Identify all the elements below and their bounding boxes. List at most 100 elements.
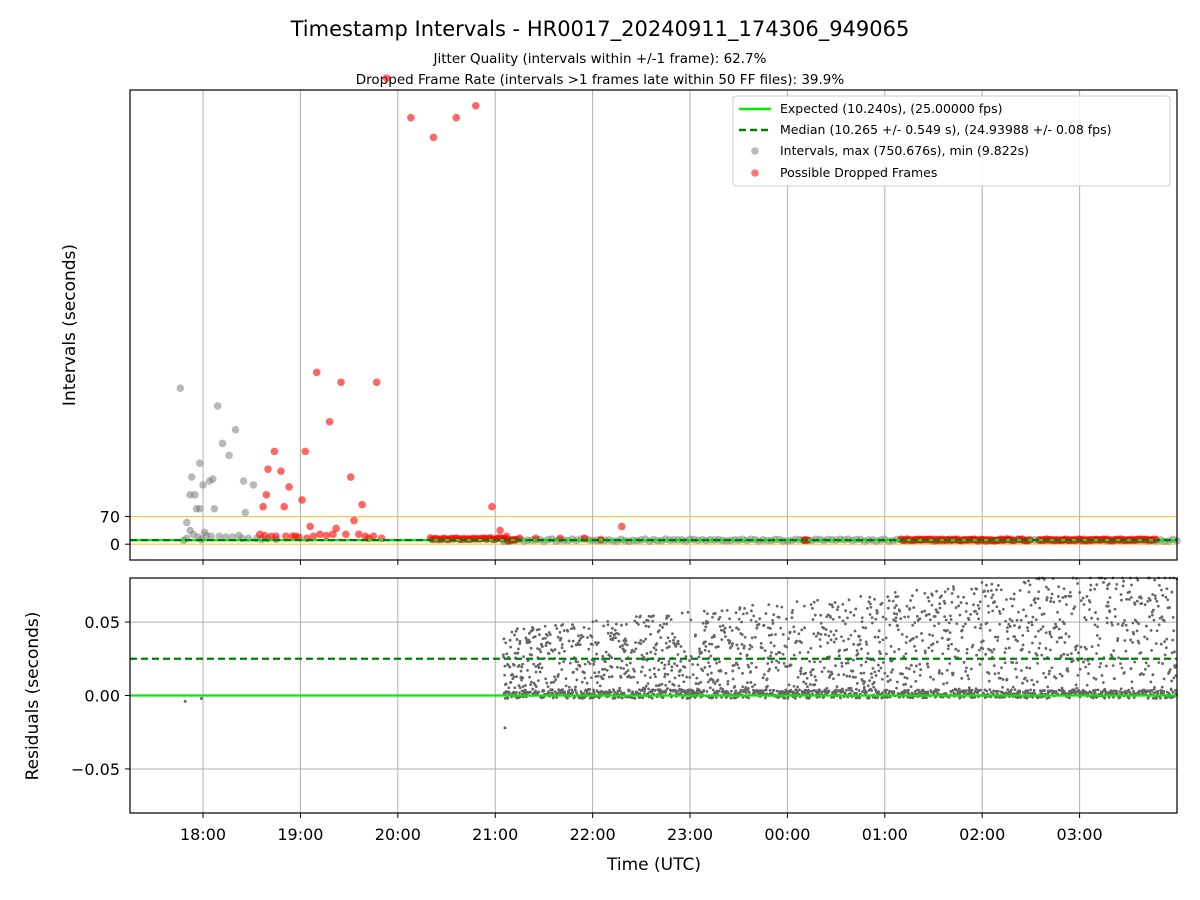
residual-point xyxy=(659,691,663,695)
residual-point xyxy=(638,692,642,696)
residual-point xyxy=(1173,650,1176,654)
residuals-x-tick-label: 18:00 xyxy=(180,825,226,844)
residual-point xyxy=(835,608,839,612)
residual-point xyxy=(557,688,561,692)
residual-point xyxy=(840,635,843,639)
residual-point xyxy=(954,606,958,610)
residual-point xyxy=(951,688,955,692)
residual-point xyxy=(1099,662,1103,665)
residual-point xyxy=(587,647,591,651)
residual-point xyxy=(725,609,729,612)
residual-point xyxy=(1060,636,1063,639)
residual-point xyxy=(787,683,791,687)
residual-point xyxy=(1160,615,1164,619)
residual-point xyxy=(542,689,546,693)
residual-point xyxy=(926,596,930,599)
residual-point xyxy=(928,633,931,637)
residual-point xyxy=(1032,689,1036,692)
residual-point xyxy=(862,685,866,689)
residual-point xyxy=(681,673,685,677)
residual-point xyxy=(1048,648,1052,652)
residual-point xyxy=(1058,618,1062,622)
residual-point xyxy=(864,640,868,644)
residual-point xyxy=(652,614,655,618)
residual-point xyxy=(673,662,676,666)
residual-point xyxy=(871,666,875,670)
residual-point xyxy=(567,685,571,689)
residual-point xyxy=(1103,696,1107,700)
residual-point xyxy=(529,646,533,650)
residual-point xyxy=(927,599,931,603)
residual-point xyxy=(1128,691,1132,695)
residual-point xyxy=(556,635,560,639)
residual-point xyxy=(1103,687,1107,691)
residual-point xyxy=(953,655,957,659)
residual-point xyxy=(740,642,744,646)
residual-point xyxy=(744,686,748,689)
residual-point xyxy=(512,663,516,667)
residual-point xyxy=(704,625,708,629)
residual-point xyxy=(949,618,953,621)
residual-point xyxy=(578,664,582,668)
residual-point xyxy=(1006,637,1010,641)
residual-point xyxy=(933,624,936,628)
residual-point xyxy=(832,640,836,644)
residual-point xyxy=(724,671,728,675)
residual-point xyxy=(996,639,999,642)
residual-point xyxy=(1076,674,1080,677)
residual-point xyxy=(698,650,702,653)
residual-point xyxy=(1048,669,1051,673)
residual-point xyxy=(864,626,868,630)
dropped-frame-point xyxy=(312,368,321,377)
residual-point xyxy=(937,622,941,625)
residual-point xyxy=(1038,641,1042,645)
residual-point xyxy=(809,646,813,650)
residual-point xyxy=(1089,583,1093,587)
interval-point xyxy=(196,459,204,468)
residual-point xyxy=(647,614,651,618)
residual-point xyxy=(1054,676,1058,680)
interval-point xyxy=(221,533,230,541)
residual-point xyxy=(1128,590,1131,594)
residual-point xyxy=(977,617,981,621)
residual-point xyxy=(762,623,766,627)
residual-point xyxy=(940,636,944,640)
residual-point xyxy=(893,606,897,610)
residual-point xyxy=(513,651,517,655)
residual-point xyxy=(1020,669,1023,672)
residual-point xyxy=(905,676,909,680)
residual-point xyxy=(892,612,896,615)
residual-point xyxy=(608,634,612,638)
residual-point xyxy=(774,666,778,670)
residual-point xyxy=(736,647,740,651)
residual-point xyxy=(886,606,890,610)
residual-point xyxy=(610,675,614,678)
residual-point xyxy=(664,683,668,687)
residual-point xyxy=(696,663,700,667)
interval-point xyxy=(191,491,199,499)
dropped-frame-point xyxy=(471,101,480,110)
residual-point xyxy=(779,626,783,630)
residual-point xyxy=(927,646,931,650)
residual-point xyxy=(554,624,557,627)
residual-point xyxy=(983,594,987,598)
residual-point xyxy=(560,646,564,650)
residual-point xyxy=(1087,672,1090,675)
residual-point xyxy=(950,592,954,595)
residual-point xyxy=(993,672,997,676)
residual-point xyxy=(987,679,991,683)
residual-point xyxy=(881,638,885,642)
residual-point xyxy=(748,647,751,651)
residual-point xyxy=(1137,641,1141,645)
residual-point xyxy=(825,686,829,690)
chart-subtitle-jitter: Jitter Quality (intervals within +/-1 fr… xyxy=(433,51,767,67)
residual-point xyxy=(657,659,660,663)
residual-point xyxy=(784,688,788,692)
residual-point xyxy=(586,636,589,639)
residual-point xyxy=(747,665,751,669)
residual-point xyxy=(919,668,923,671)
residual-point xyxy=(946,647,950,651)
residual-point xyxy=(1056,595,1060,598)
residual-point xyxy=(889,645,893,648)
residual-point xyxy=(1090,616,1094,620)
